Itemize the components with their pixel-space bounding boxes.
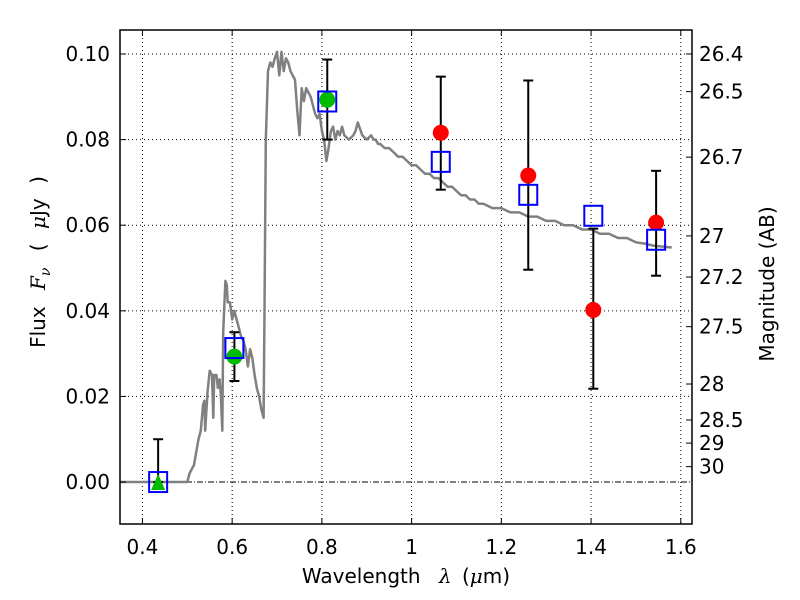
y2-tick-label: 26.4	[699, 42, 744, 66]
red-marker	[432, 124, 449, 141]
model-square-marker	[583, 204, 604, 227]
x-axis-unit-mu: μ	[470, 564, 483, 588]
model-square-marker	[317, 90, 338, 113]
y-tick-label: 0.06	[65, 213, 110, 237]
y2-tick-label: 30	[699, 455, 724, 479]
red-marker	[648, 214, 665, 231]
y2-tick-label: 27.2	[699, 265, 744, 289]
x-tick-label: 0.8	[306, 535, 338, 559]
model-square-marker	[518, 183, 539, 206]
errorbars	[153, 58, 662, 484]
y-axis-unit-open: (	[26, 243, 50, 251]
y-axis-label-text: Flux	[26, 306, 50, 348]
x-axis-symbol: λ	[438, 564, 452, 588]
axis-ticks	[120, 30, 692, 524]
y-tick-label: 0.00	[65, 470, 110, 494]
triangle-marker	[151, 474, 166, 491]
x-axis-label: Wavelength λ (μm)	[302, 564, 510, 588]
y-tick-label: 0.08	[65, 128, 110, 152]
x-axis-unit-rest: m)	[483, 564, 510, 588]
model-square-marker	[646, 228, 667, 251]
tick-labels: 0.4 0.6 0.8 1 1.2 1.4 1.6 0.00 0.02 0.04 0.06 0.08 0…	[65, 42, 743, 559]
y2-tick-label: 26.7	[699, 145, 744, 169]
x-axis-unit-open: (	[462, 564, 470, 588]
x-axis-label-text: Wavelength	[302, 564, 421, 588]
y-axis-symbol: F	[26, 275, 50, 291]
y-axis-unit-rest: Jy	[26, 198, 50, 218]
y-axis-unit-mu: μ	[26, 216, 50, 229]
x-tick-label: 1.6	[665, 535, 697, 559]
y-axis-unit-close: )	[26, 176, 50, 184]
red-marker	[520, 167, 537, 184]
x-tick-label: 1	[405, 535, 418, 559]
y2-tick-label: 28.5	[699, 408, 744, 432]
y-tick-label: 0.02	[65, 384, 110, 408]
detection-marker	[226, 348, 243, 365]
y2-tick-label: 29	[699, 431, 724, 455]
model-square-marker	[224, 337, 245, 360]
y-axis-subscript: ν	[38, 267, 54, 276]
red-marker	[585, 301, 602, 318]
y-tick-label: 0.04	[65, 299, 110, 323]
y-tick-label: 0.10	[65, 42, 110, 66]
plot-frame	[119, 29, 693, 525]
markers	[148, 90, 667, 494]
x-tick-label: 0.6	[216, 535, 248, 559]
grid-lines	[120, 30, 692, 524]
y2-tick-label: 27	[699, 224, 724, 248]
y2-axis-label: Magnitude (AB)	[755, 206, 779, 361]
spectrum-line	[120, 50, 672, 484]
x-tick-label: 1.4	[575, 535, 607, 559]
y2-tick-label: 28	[699, 372, 724, 396]
y2-tick-label: 27.5	[699, 315, 744, 339]
detection-marker	[319, 91, 336, 108]
model-square-marker	[430, 150, 451, 173]
model-square-marker	[148, 471, 169, 494]
x-tick-label: 0.4	[127, 535, 159, 559]
y2-tick-label: 26.5	[699, 80, 744, 104]
y-axis-label: Flux Fν ( μJy )	[26, 176, 55, 348]
x-tick-label: 1.2	[485, 535, 517, 559]
